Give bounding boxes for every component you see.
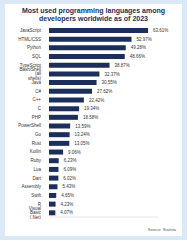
svg-text:Lua: Lua: [33, 167, 41, 172]
svg-text:9.06%: 9.06%: [68, 150, 81, 155]
html-text:Most used programming language: Most used programming languages among de…: [21, 7, 166, 22]
svg-text:C++: C++: [32, 97, 41, 102]
svg-text:27.62%: 27.62%: [97, 89, 112, 94]
svg-text:6.09%: 6.09%: [63, 167, 76, 172]
svg-text:Go: Go: [35, 132, 42, 137]
svg-text:13.59%: 13.59%: [75, 124, 90, 129]
svg-text:38.87%: 38.87%: [115, 63, 130, 68]
html-text:Source: Statista: Source: Statista: [147, 227, 176, 232]
svg-text:Ruby: Ruby: [30, 158, 41, 163]
svg-text:19.34%: 19.34%: [84, 106, 99, 111]
svg-text:63.61%: 63.61%: [153, 28, 168, 33]
svg-text:13.24%: 13.24%: [75, 132, 90, 137]
svg-text:Assembly: Assembly: [21, 184, 41, 189]
svg-text:C: C: [38, 106, 42, 111]
svg-text:JavaScript: JavaScript: [20, 28, 42, 33]
svg-text:6.23%: 6.23%: [64, 158, 77, 163]
svg-text:13.05%: 13.05%: [74, 141, 89, 146]
svg-text:48.66%: 48.66%: [130, 54, 145, 59]
svg-text:R: R: [37, 201, 41, 207]
svg-text:30.55%: 30.55%: [102, 80, 117, 85]
svg-text:Python: Python: [27, 45, 42, 50]
svg-text:HTML/CSS: HTML/CSS: [18, 37, 41, 42]
svg-text:4.23%: 4.23%: [61, 202, 74, 207]
svg-text:Dart: Dart: [32, 176, 41, 181]
svg-text:22.42%: 22.42%: [89, 98, 104, 103]
svg-text:Kotlin: Kotlin: [30, 149, 42, 154]
svg-text:49.28%: 49.28%: [131, 45, 146, 50]
svg-text:18.58%: 18.58%: [83, 115, 98, 120]
svg-text:4.65%: 4.65%: [61, 193, 74, 198]
svg-text:SQL: SQL: [32, 54, 42, 59]
svg-text:52.97%: 52.97%: [136, 37, 151, 42]
svg-text:C#: C#: [35, 89, 41, 94]
svg-text:4.07%: 4.07%: [60, 210, 73, 215]
svg-text:5.43%: 5.43%: [62, 184, 75, 189]
svg-text:PowerShell: PowerShell: [18, 123, 41, 128]
svg-text:TypeScript: TypeScript: [19, 62, 41, 68]
svg-text:VisualBasic(.Net): VisualBasic(.Net): [29, 206, 42, 219]
svg-text:6.02%: 6.02%: [63, 176, 76, 181]
svg-text:Rust: Rust: [32, 141, 42, 146]
svg-text:32.37%: 32.37%: [104, 72, 119, 77]
svg-text:Swift: Swift: [31, 193, 42, 198]
svg-text:Bash/Shell(allshells): Bash/Shell(allshells): [19, 67, 41, 81]
svg-text:Java: Java: [31, 80, 41, 85]
svg-text:PHP: PHP: [32, 115, 41, 120]
